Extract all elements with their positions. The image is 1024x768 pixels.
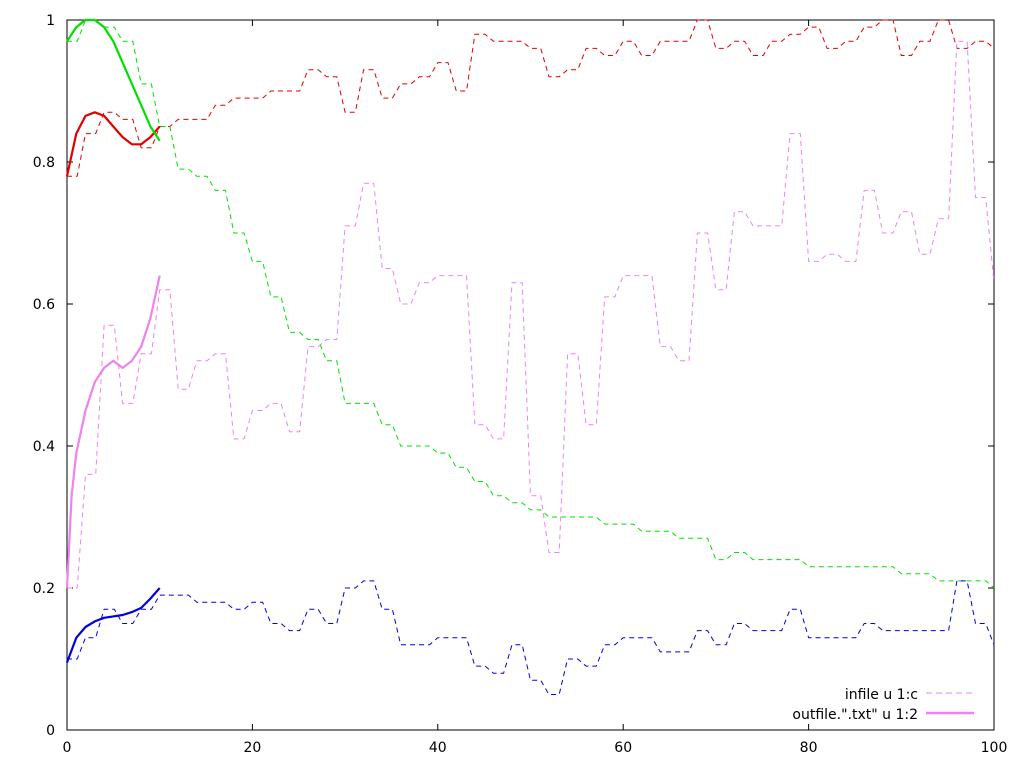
plot-border (66, 19, 995, 731)
legend: infile u 1:c outfile.".txt" u 1:2 (792, 687, 974, 723)
y-tick-label: 0.8 (33, 155, 55, 171)
x-tick-label: 100 (981, 740, 1008, 756)
y-tick-label: 0.2 (33, 581, 55, 597)
y-tick-label: 0.6 (33, 297, 55, 313)
axis-ticks: 0 20 40 60 80 100 0 0.2 0.4 0.6 0.8 1 (33, 13, 1008, 756)
series-line-green-fit (66, 18, 161, 142)
legend-label-fit: outfile.".txt" u 1:2 (792, 707, 918, 723)
x-tick-label: 60 (614, 740, 632, 756)
legend-label-data: infile u 1:c (845, 687, 918, 703)
y-tick-label: 0 (46, 723, 55, 739)
series-line-red-data (67, 19, 995, 177)
x-tick-label: 80 (800, 740, 818, 756)
x-tick-label: 20 (243, 740, 261, 756)
series-group (65, 18, 995, 695)
x-tick-label: 0 (63, 740, 72, 756)
series-line-violet-fit (65, 275, 161, 589)
series-line-green-data (67, 19, 995, 589)
y-tick-label: 1 (46, 13, 55, 29)
series-line-red-fit (65, 111, 161, 177)
series-line-blue-data (67, 580, 995, 695)
series-line-blue-fit (65, 587, 161, 663)
y-tick-label: 0.4 (33, 439, 55, 455)
series-line-violet-data (67, 40, 995, 589)
x-tick-label: 40 (429, 740, 447, 756)
